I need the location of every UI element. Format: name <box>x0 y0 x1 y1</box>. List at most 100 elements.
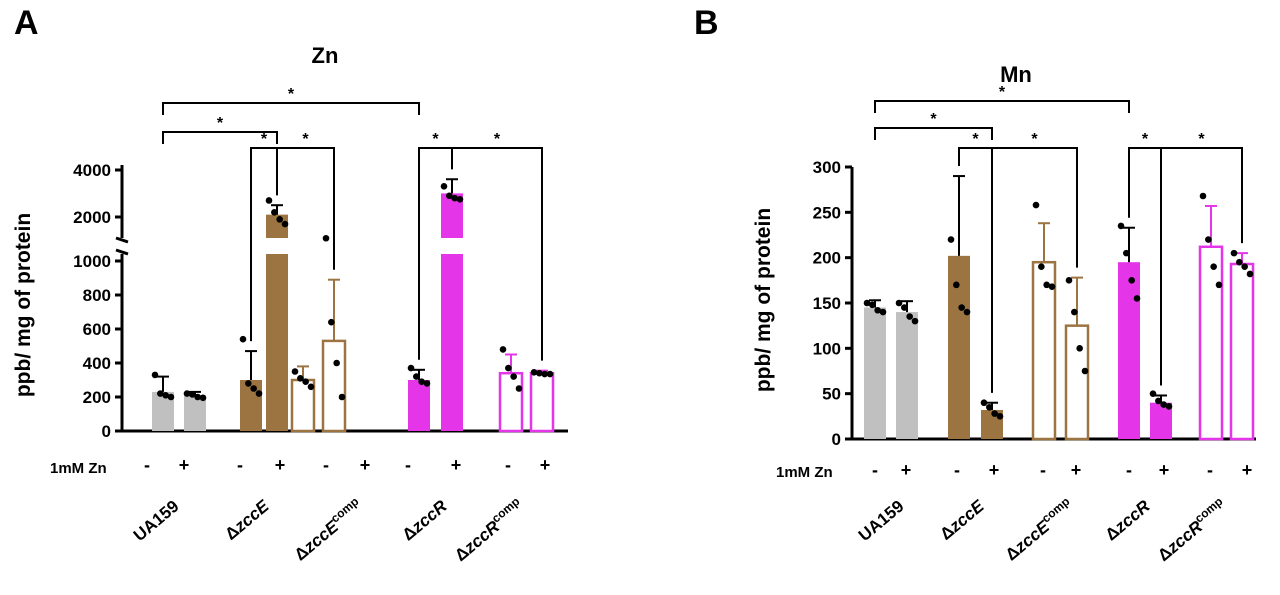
data-point <box>1043 281 1050 289</box>
data-point <box>423 380 431 387</box>
category-label: ΔzccR <box>399 496 452 544</box>
data-point <box>167 393 175 401</box>
y-tick-label: 200 <box>83 388 111 407</box>
bar <box>408 380 430 431</box>
data-point <box>963 308 971 316</box>
panel-a-y-axis-label: ppb/ mg of protein <box>12 213 35 397</box>
treatment-sign: + <box>451 455 462 475</box>
panel-a-zn-chart: A Zn ppb/ mg of protein 1mM Zn 0 200 400 60… <box>12 4 568 565</box>
bar <box>498 371 524 433</box>
data-point <box>536 369 543 377</box>
bar-break-gap <box>265 238 289 254</box>
data-point <box>1199 192 1207 200</box>
data-point <box>1241 263 1248 271</box>
data-point <box>302 378 309 386</box>
y-tick-label: 1000 <box>73 252 111 271</box>
data-point <box>1210 263 1217 271</box>
data-point <box>1160 401 1167 408</box>
data-point <box>456 196 464 203</box>
treatment-sign: + <box>179 455 190 475</box>
category-superscript: comp <box>489 494 523 525</box>
data-point <box>276 216 283 223</box>
data-point <box>157 390 164 397</box>
bar <box>1064 324 1090 441</box>
y-tick-label: 250 <box>813 203 841 222</box>
treatment-sign: - <box>405 455 411 475</box>
category-superscript: comp <box>1192 494 1226 525</box>
data-point <box>499 346 507 353</box>
data-point <box>1165 403 1173 410</box>
panel-b-mn-chart: B Mn ppb/ mg of protein 1mM Zn 0 50 100 150… <box>694 4 1256 565</box>
significance-bracket <box>1160 147 1243 386</box>
category-label: ΔzccE <box>221 496 273 544</box>
category-text: UA159 <box>130 497 183 546</box>
data-point <box>245 380 252 387</box>
treatment-sign: - <box>1040 460 1046 480</box>
panel-b-axes: 0 50 100 150 200 250 300 <box>813 158 1256 449</box>
data-point <box>958 304 965 311</box>
y-axis-break-mark <box>115 236 129 244</box>
bar <box>441 193 463 431</box>
treatment-sign: + <box>1071 460 1082 480</box>
data-point <box>446 192 453 200</box>
significance-star: * <box>930 111 937 128</box>
significance-bracket <box>162 102 420 115</box>
treatment-sign: - <box>144 455 150 475</box>
data-point <box>901 304 908 311</box>
bar <box>1150 402 1172 439</box>
data-point <box>1215 281 1223 289</box>
data-point <box>879 308 887 316</box>
y-tick-label: 400 <box>83 354 111 373</box>
data-point <box>194 393 201 401</box>
y-tick-label: 0 <box>102 422 111 441</box>
panel-b-treatment-signs: - + - + - + - + - + <box>872 460 1252 480</box>
data-point <box>322 234 330 242</box>
data-point <box>541 370 548 378</box>
data-point <box>1032 201 1040 209</box>
bar <box>266 214 288 431</box>
data-point <box>1081 367 1089 375</box>
data-point <box>333 359 340 367</box>
panel-b-significance: * * * * * * <box>874 84 1243 393</box>
significance-bracket <box>276 147 335 270</box>
significance-bracket <box>991 147 1078 393</box>
data-point <box>418 378 425 386</box>
significance-star: * <box>302 131 309 148</box>
data-point <box>1230 249 1238 257</box>
panel-a-treatment-signs: - + - + - + - + - + <box>144 455 550 475</box>
data-point <box>151 371 159 379</box>
y-axis-break-mark <box>115 248 129 256</box>
data-point <box>440 183 448 190</box>
significance-star: * <box>217 115 224 132</box>
bar <box>896 312 918 439</box>
data-point <box>291 368 299 375</box>
data-point <box>869 301 876 309</box>
data-point <box>911 317 919 325</box>
data-point <box>980 399 988 407</box>
data-point <box>328 318 335 326</box>
treatment-sign: - <box>872 460 878 480</box>
data-point <box>239 335 247 343</box>
treatment-sign: + <box>360 455 371 475</box>
bar <box>1118 262 1140 439</box>
treatment-sign: + <box>275 455 286 475</box>
significance-star: * <box>261 131 268 148</box>
bar <box>1198 245 1224 441</box>
treatment-sign: - <box>505 455 511 475</box>
category-label: ΔzccE <box>936 496 988 544</box>
panel-a-label: A <box>14 4 39 42</box>
data-point <box>271 208 278 216</box>
panel-b-title: Mn <box>1000 62 1032 87</box>
category-label: ΔzccEcomp <box>1000 494 1078 564</box>
significance-star: * <box>1198 131 1205 148</box>
treatment-sign: + <box>540 455 551 475</box>
data-point <box>1071 308 1078 316</box>
category-superscript: comp <box>1039 494 1073 525</box>
panel-b-bars <box>863 175 1255 441</box>
treatment-sign: + <box>901 460 912 480</box>
panel-b-y-axis-label: ppb/ mg of protein <box>752 208 775 392</box>
treatment-sign: + <box>1159 460 1170 480</box>
significance-star: * <box>494 131 501 148</box>
y-tick-label: 300 <box>813 158 841 177</box>
